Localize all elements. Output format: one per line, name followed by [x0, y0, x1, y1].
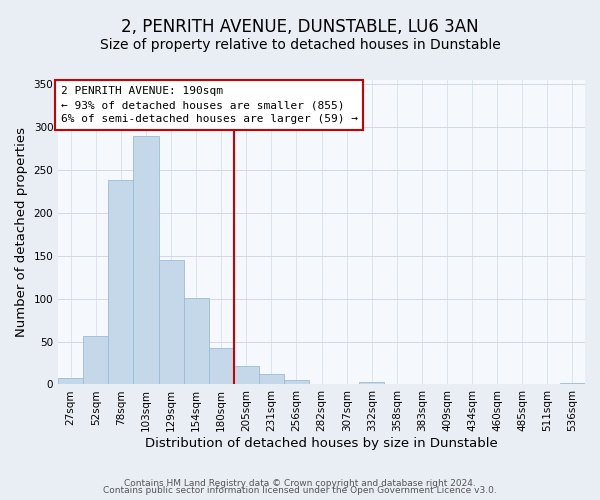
Bar: [234, 366, 259, 384]
Bar: [133, 136, 158, 384]
Bar: [158, 260, 184, 384]
Text: 2, PENRITH AVENUE, DUNSTABLE, LU6 3AN: 2, PENRITH AVENUE, DUNSTABLE, LU6 3AN: [121, 18, 479, 36]
Bar: [109, 180, 133, 384]
Text: Size of property relative to detached houses in Dunstable: Size of property relative to detached ho…: [100, 38, 500, 52]
Text: 2 PENRITH AVENUE: 190sqm
← 93% of detached houses are smaller (855)
6% of semi-d: 2 PENRITH AVENUE: 190sqm ← 93% of detach…: [61, 86, 358, 124]
X-axis label: Distribution of detached houses by size in Dunstable: Distribution of detached houses by size …: [145, 437, 498, 450]
Bar: [284, 380, 309, 384]
Bar: [58, 378, 83, 384]
Bar: [560, 382, 585, 384]
Text: Contains HM Land Registry data © Crown copyright and database right 2024.: Contains HM Land Registry data © Crown c…: [124, 478, 476, 488]
Bar: [259, 374, 284, 384]
Bar: [184, 298, 209, 384]
Text: Contains public sector information licensed under the Open Government Licence v3: Contains public sector information licen…: [103, 486, 497, 495]
Bar: [359, 382, 385, 384]
Y-axis label: Number of detached properties: Number of detached properties: [15, 127, 28, 337]
Bar: [209, 348, 234, 384]
Bar: [83, 336, 109, 384]
